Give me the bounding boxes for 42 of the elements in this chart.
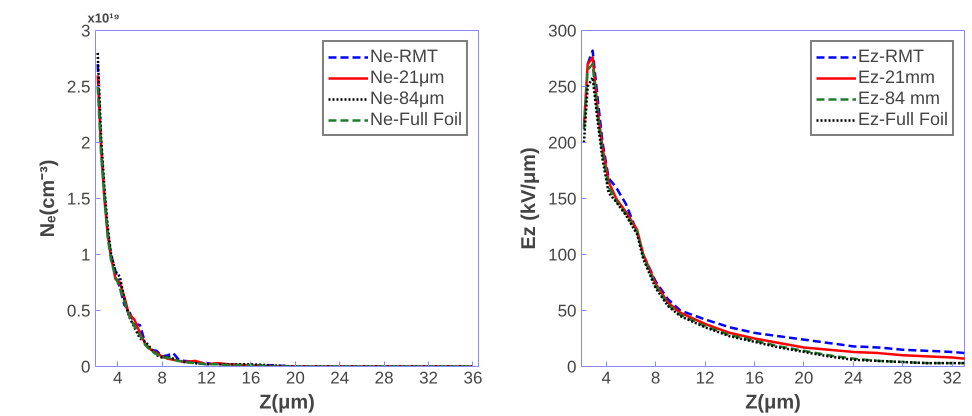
y-tick-label: 1.5 <box>66 190 91 208</box>
y-tick-label: 2 <box>81 134 91 152</box>
x-tick-label: 24 <box>330 368 350 388</box>
y-tick-label: 0.5 <box>66 302 91 320</box>
y-tick-label: 150 <box>548 190 577 208</box>
y-tick-label: 200 <box>548 134 577 152</box>
y-axis-title: Nₑ(cm⁻³) <box>36 160 59 238</box>
x-tick-label: 32 <box>942 368 962 388</box>
legend-label: Ne-21μm <box>370 67 444 88</box>
x-tick-label: 4 <box>112 368 122 388</box>
x-tick-label: 16 <box>241 368 260 388</box>
x-tick-label: 32 <box>419 368 438 388</box>
x-tick-label: 4 <box>601 368 611 388</box>
x-tick-label: 24 <box>844 368 863 388</box>
y-tick-label: 300 <box>548 22 577 40</box>
y-tick-label: 2.5 <box>66 78 91 96</box>
legend-label: Ne-Full Foil <box>370 109 462 130</box>
y-tick-label: 100 <box>548 246 577 264</box>
legend-label: Ez-21mm <box>858 67 935 88</box>
x-tick-label: 8 <box>157 368 167 388</box>
x-tick-label: 20 <box>286 368 305 388</box>
legend-label: Ne-84μm <box>370 88 444 109</box>
y-axis-title: Ez (kV/μm) <box>518 147 540 250</box>
x-tick-label: 36 <box>463 368 482 388</box>
y-tick-label: 250 <box>548 78 577 96</box>
x-tick-label: 28 <box>374 368 394 388</box>
y-tick-label: 1 <box>81 246 91 264</box>
y-tick-label: 50 <box>558 302 577 320</box>
x-tick-label: 12 <box>197 368 216 388</box>
x-axis-title: Z(μm) <box>259 392 315 414</box>
legend-label: Ez-RMT <box>858 46 924 67</box>
x-tick-label: 28 <box>893 368 912 388</box>
legend-label: Ez-84 mm <box>858 88 940 109</box>
x-tick-label: 8 <box>650 368 660 388</box>
y-tick-label: 0 <box>567 358 577 376</box>
x-tick-label: 16 <box>745 368 764 388</box>
legend-label: Ne-RMT <box>370 46 438 67</box>
x-tick-label: 12 <box>696 368 715 388</box>
x-axis-title: Z(μm) <box>745 392 801 414</box>
x-tick-label: 20 <box>794 368 814 388</box>
legend-label: Ez-Full Foil <box>858 109 948 130</box>
y-tick-label: 0 <box>81 358 91 376</box>
